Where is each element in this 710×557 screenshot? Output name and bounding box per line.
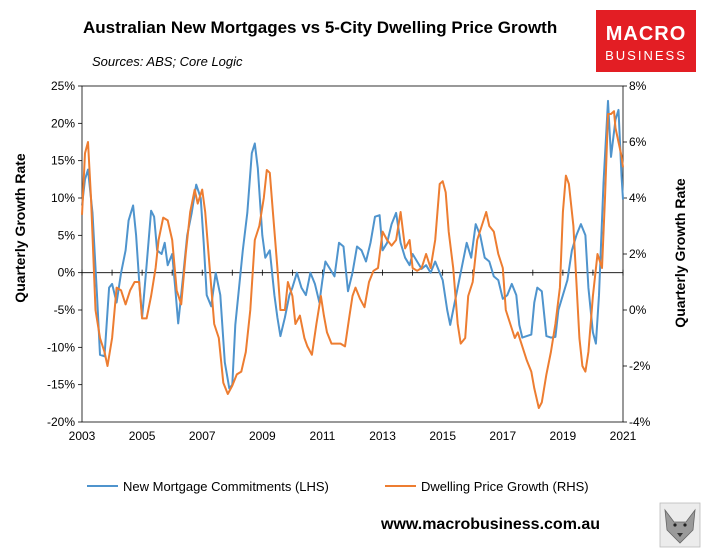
x-axis-tick-label: 2017 [489, 429, 516, 443]
x-axis-tick-label: 2003 [69, 429, 96, 443]
left-axis-tick-label: -20% [47, 415, 75, 429]
legend: New Mortgage Commitments (LHS) Dwelling … [87, 479, 589, 494]
left-axis-tick-label: 15% [51, 154, 75, 168]
series-line-dwelling [81, 110, 624, 409]
x-axis-tick-label: 2021 [610, 429, 637, 443]
left-axis-title: Quarterly Growth Rate [12, 153, 28, 303]
left-axis-tick-label: -10% [47, 340, 75, 354]
logo-line2: BUSINESS [605, 48, 687, 63]
macrobusiness-logo: MACRO BUSINESS [596, 10, 696, 72]
x-axis-tick-label: 2019 [550, 429, 577, 443]
logo-line1: MACRO [606, 23, 687, 45]
left-axis: 25% 20% 15% 10% 5% 0% -5% -10% -15% -20% [47, 79, 82, 429]
footer-site-url: www.macrobusiness.com.au [380, 516, 600, 533]
right-axis-title: Quarterly Growth Rate [672, 178, 688, 328]
x-axis-tick-label: 2005 [129, 429, 156, 443]
left-axis-tick-label: 20% [51, 116, 75, 130]
logo-background [596, 10, 696, 72]
x-axis-tick-label: 2015 [429, 429, 456, 443]
series-layer [81, 99, 624, 409]
legend-label-mortgages: New Mortgage Commitments (LHS) [123, 479, 329, 494]
right-axis-tick-label: 0% [629, 303, 647, 317]
x-axis-tick-label: 2011 [310, 429, 336, 443]
right-axis-tick-label: 6% [629, 135, 647, 149]
left-axis-tick-label: 10% [51, 191, 75, 205]
series-line-mortgages [81, 99, 624, 390]
right-axis: 8% 6% 4% 2% 0% -2% -4% [623, 79, 651, 429]
right-axis-tick-label: -2% [629, 359, 651, 373]
left-axis-tick-label: -15% [47, 378, 75, 392]
left-axis-tick-label: -5% [54, 303, 76, 317]
plot-area [81, 85, 624, 423]
x-axis-tick-label: 2013 [369, 429, 396, 443]
right-axis-tick-label: 4% [629, 191, 647, 205]
x-axis: 2003 2005 2007 2009 2011 2013 2015 2017 2019 2021 [69, 269, 637, 443]
legend-label-dwelling: Dwelling Price Growth (RHS) [421, 479, 589, 494]
x-axis-tick-label: 2009 [249, 429, 276, 443]
left-axis-tick-label: 25% [51, 79, 75, 93]
left-axis-tick-label: 5% [58, 228, 76, 242]
chart-subtitle: Sources: ABS; Core Logic [92, 54, 243, 69]
chart-title: Australian New Mortgages vs 5-City Dwell… [83, 18, 557, 37]
right-axis-tick-label: 8% [629, 79, 647, 93]
left-axis-tick-label: 0% [58, 266, 76, 280]
right-axis-tick-label: 2% [629, 247, 647, 261]
x-axis-tick-label: 2007 [189, 429, 216, 443]
wolf-head-icon [659, 502, 701, 548]
right-axis-tick-label: -4% [629, 415, 651, 429]
